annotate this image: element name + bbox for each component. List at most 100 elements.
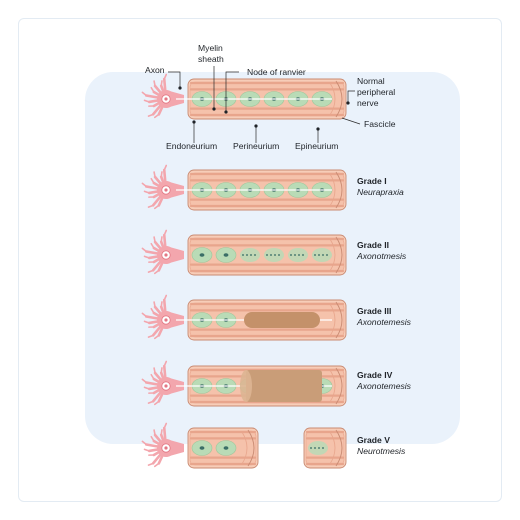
dendrite-branch	[153, 171, 156, 178]
dendrite-branch	[153, 462, 160, 468]
dendrite-branch	[143, 99, 151, 103]
dendrite-branch	[147, 462, 154, 466]
dendrite-branch	[163, 294, 168, 301]
dendrite-branch	[143, 190, 151, 194]
fascicle-end-cap	[335, 236, 343, 274]
fascicle-inner-cap	[329, 238, 336, 272]
dendrite-branch	[147, 400, 154, 404]
dendrite-branch	[160, 80, 163, 87]
dendrite-branch	[150, 373, 155, 380]
fascicle-inner-cap	[329, 303, 336, 337]
dendrite-branch	[160, 301, 163, 308]
dendrite-branch	[153, 113, 160, 119]
dendrite-branch	[141, 91, 148, 97]
neuron-cell	[141, 360, 184, 406]
dendrite-branch	[141, 247, 148, 253]
grade-1-nerve	[141, 164, 347, 211]
grade-4-title: Grade IV	[357, 370, 393, 380]
node-of-ranvier-label: Node of ranvier	[247, 67, 306, 77]
fascicle-end-cap	[335, 429, 343, 467]
dendrite-branch	[153, 334, 160, 340]
nucleolus	[164, 188, 168, 192]
dendrite-branch	[143, 448, 151, 452]
normal-nerve-label-line2: peripheral	[357, 87, 395, 97]
fascicle-end-cap	[335, 301, 343, 339]
epineurium-label: Epineurium	[295, 141, 338, 151]
normal-nerve	[141, 73, 347, 120]
dendrite-branch	[147, 269, 154, 273]
fascicle-end-cap	[247, 429, 255, 467]
fascicle-inner-cap	[329, 369, 336, 403]
axon-node	[223, 446, 229, 450]
grade-4-name: Axonotemesis	[356, 381, 412, 391]
fascicle-inner-cap	[241, 431, 248, 465]
dendrite-branch	[153, 301, 156, 308]
scar-edge	[240, 370, 252, 402]
dendrite-branch	[153, 269, 160, 275]
normal-nerve-label-line3: nerve	[357, 98, 379, 108]
neuron-cell	[141, 164, 184, 210]
fascicle-end-cap	[335, 171, 343, 209]
grade-3-nerve	[141, 294, 347, 341]
fascicle-inner-cap	[329, 173, 336, 207]
dendrite-branch	[143, 255, 151, 259]
dendrite-branch	[163, 360, 168, 367]
dendrite-branch	[160, 171, 163, 178]
perineurium-label: Perineurium	[233, 141, 279, 151]
grade-2-nerve	[141, 229, 347, 276]
neuron-cell	[141, 73, 184, 119]
axon-node	[199, 253, 205, 257]
grade-3-name: Axonotemesis	[356, 317, 412, 327]
dendrite-branch	[150, 307, 155, 314]
grade-3-title: Grade III	[357, 306, 391, 316]
dendrite-branch	[160, 429, 163, 436]
dendrite-branch	[153, 204, 160, 210]
leader-dots	[178, 86, 350, 131]
scar-tissue	[246, 370, 322, 402]
dendrite-branch	[150, 86, 155, 93]
dendrite-branch	[147, 334, 154, 338]
endoneurium-label: Endoneurium	[166, 141, 217, 151]
nucleolus	[164, 446, 168, 450]
dendrite-branch	[153, 80, 156, 87]
axon-label: Axon	[145, 65, 165, 75]
grade-5-nerve	[141, 422, 347, 469]
nucleolus	[164, 97, 168, 101]
grade-4-nerve	[141, 360, 347, 407]
neuron-cell	[141, 229, 184, 275]
dendrite-branch	[160, 236, 163, 243]
grade-1-name: Neurapraxia	[357, 187, 404, 197]
dendrite-branch	[153, 400, 160, 406]
leader-lines	[168, 66, 361, 143]
axon-node	[199, 446, 205, 450]
dendrite-branch	[153, 367, 156, 374]
fascicle-end-cap	[335, 80, 343, 118]
fascicle-label: Fascicle	[364, 119, 396, 129]
dendrite-branch	[147, 204, 154, 208]
dendrite-branch	[143, 386, 151, 390]
node-leader	[225, 71, 239, 112]
nucleolus	[164, 318, 168, 322]
dendrite-branch	[163, 229, 168, 236]
fascicle-inner-cap	[329, 82, 336, 116]
dendrite-branch	[150, 177, 155, 184]
dendrite-branch	[163, 164, 168, 171]
grade-2-name: Axonotmesis	[356, 251, 407, 261]
grade-1-title: Grade I	[357, 176, 387, 186]
dendrite-branch	[163, 73, 168, 80]
myelin-sheath-label-line1: Myelin	[198, 43, 223, 53]
dendrite-branch	[141, 312, 148, 318]
dendrite-branch	[141, 440, 148, 446]
dendrite-branch	[141, 182, 148, 188]
axon-damage	[244, 312, 320, 328]
nucleolus	[164, 253, 168, 257]
nucleolus	[164, 384, 168, 388]
grade-5-name: Neurotmesis	[357, 446, 406, 456]
dendrite-branch	[153, 236, 156, 243]
dendrite-branch	[153, 429, 156, 436]
grade-5-title: Grade V	[357, 435, 390, 445]
dendrite-branch	[150, 435, 155, 442]
normal-nerve-leader	[347, 90, 355, 103]
fascicle-inner-cap	[329, 431, 336, 465]
